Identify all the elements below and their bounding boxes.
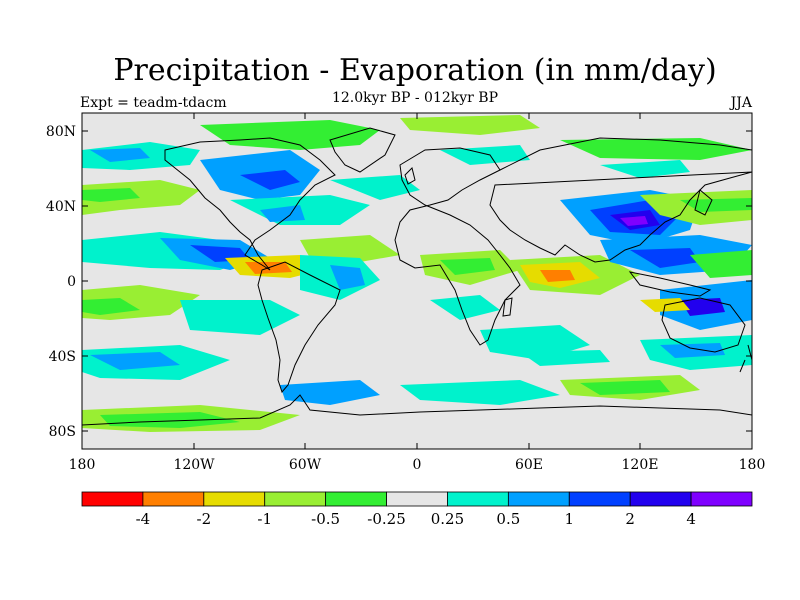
- colorbar-label: -0.5: [311, 510, 340, 528]
- colorbar-label: -4: [136, 510, 151, 528]
- colorbar-label: 2: [625, 510, 635, 528]
- lat-tick-label: 80N: [46, 124, 76, 140]
- lat-tick-label: 40N: [46, 199, 76, 215]
- colorbar-label: -1: [257, 510, 272, 528]
- lon-tick-label: 60E: [515, 457, 543, 473]
- colorbar-label: 4: [686, 510, 696, 528]
- colorbar-swatch: [386, 491, 448, 507]
- colorbar-swatch: [325, 491, 387, 507]
- lon-tick-label: 180: [69, 457, 96, 473]
- lat-tick-label: 80S: [49, 424, 76, 440]
- map-axes: 80N 40N 0 40S 80S 180 120W 60W 0 60E 120E 180: [46, 113, 765, 473]
- colorbar-label: 0.5: [496, 510, 520, 528]
- figure-title: Precipitation - Evaporation (in mm/day): [113, 53, 716, 88]
- colorbar-swatch: [447, 491, 509, 507]
- colorbar-swatch: [690, 491, 753, 507]
- lon-tick-label: 120E: [622, 457, 659, 473]
- period-label: 12.0kyr BP - 012kyr BP: [332, 90, 498, 106]
- colorbar-swatch: [629, 491, 692, 507]
- lat-tick-label: 40S: [49, 349, 76, 365]
- lon-tick-label: 120W: [173, 457, 215, 473]
- experiment-label: Expt = teadm-tdacm: [80, 95, 227, 111]
- colorbar-swatch: [142, 491, 205, 507]
- colorbar-swatch: [507, 491, 570, 507]
- coastlines: [82, 127, 752, 426]
- colorbar-swatch: [203, 491, 266, 507]
- colorbar-swatch: [568, 491, 631, 507]
- lon-tick-label: 0: [413, 457, 422, 473]
- colorbar: -4 -2 -1 -0.5 -0.25 0.25 0.5 1 2 4: [81, 491, 753, 528]
- colorbar-label: 0.25: [431, 510, 464, 528]
- map-plot-area: [81, 112, 753, 450]
- colorbar-swatch: [81, 491, 144, 507]
- lon-tick-label: 180: [739, 457, 766, 473]
- lat-tick-label: 0: [67, 274, 76, 290]
- lon-tick-label: 60W: [289, 457, 322, 473]
- colorbar-label: 1: [564, 510, 574, 528]
- season-label: JJA: [729, 95, 753, 111]
- colorbar-label: -2: [197, 510, 212, 528]
- colorbar-label: -0.25: [367, 510, 405, 528]
- colorbar-swatch: [264, 491, 327, 507]
